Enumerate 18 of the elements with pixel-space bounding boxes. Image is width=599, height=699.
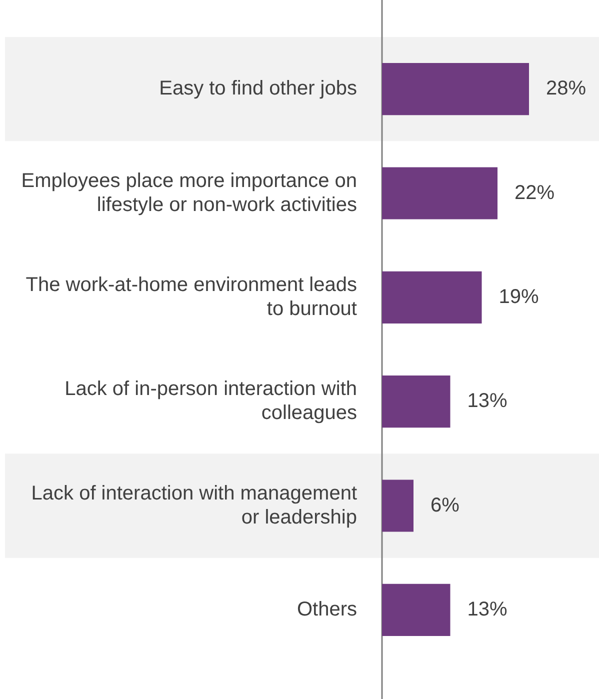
- bar: [382, 271, 482, 324]
- y-tick-label: Easy to find other jobs: [159, 78, 357, 100]
- data-label: 13%: [467, 598, 508, 620]
- bar: [382, 480, 414, 532]
- bar: [382, 167, 498, 220]
- data-label: 28%: [546, 78, 586, 100]
- bar: [382, 376, 450, 428]
- y-tick-label: Lack of in-person interaction with colleagues: [64, 378, 357, 424]
- data-label: 6%: [430, 494, 460, 516]
- y-tick-label: Lack of interaction with management or leadership: [31, 482, 358, 528]
- data-label: 22%: [514, 182, 555, 204]
- y-tick-label: Others: [296, 598, 357, 620]
- bar: [382, 584, 450, 636]
- data-label: 13%: [467, 390, 508, 412]
- bar: [382, 63, 529, 116]
- y-tick-label: Employees place more importance on lifestyle or non-work activities: [21, 170, 357, 216]
- y-tick-label: The work-at-home environment leads to burnout: [26, 274, 358, 320]
- data-label: 19%: [498, 286, 539, 308]
